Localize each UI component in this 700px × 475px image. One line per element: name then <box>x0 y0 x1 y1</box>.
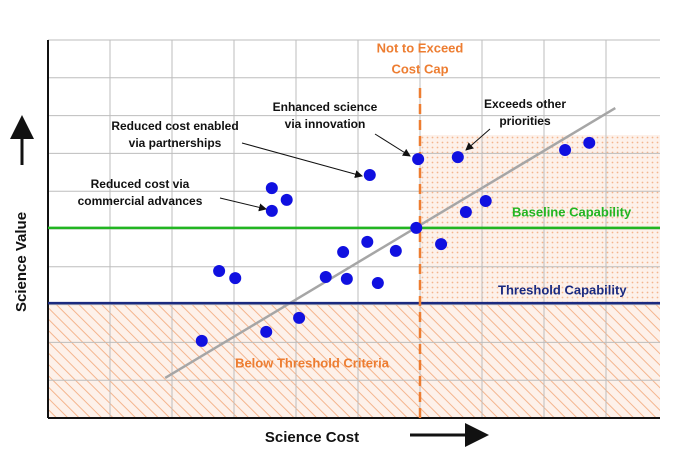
point <box>260 325 273 338</box>
annotation: Exceeds other <box>484 97 566 111</box>
annotation: via innovation <box>285 117 366 131</box>
point <box>559 143 572 156</box>
point <box>213 264 226 277</box>
point <box>389 244 402 257</box>
regions <box>48 135 660 418</box>
annotation: commercial advances <box>78 194 203 208</box>
annotation: Enhanced science <box>273 100 378 114</box>
x-axis-label: Science Cost <box>265 429 359 446</box>
point <box>361 235 374 248</box>
point <box>337 246 350 259</box>
arrow <box>219 197 267 212</box>
annotation: via partnerships <box>129 136 222 150</box>
point <box>435 238 448 251</box>
marks: Baseline Capability Threshold Capability N… <box>48 40 660 418</box>
point <box>293 311 306 324</box>
point <box>265 204 278 217</box>
arrow <box>374 133 411 157</box>
over-cap-region <box>420 135 660 304</box>
annotation: Reduced cost via <box>91 177 190 191</box>
annotation: Reduced cost enabled <box>111 119 238 133</box>
point <box>195 334 208 347</box>
point <box>280 193 293 206</box>
point <box>371 277 384 290</box>
point <box>363 168 376 181</box>
trend-line <box>164 106 616 380</box>
below-threshold-region <box>48 303 660 418</box>
point <box>319 271 332 284</box>
point <box>229 272 242 285</box>
point <box>479 195 492 208</box>
arrow <box>465 128 491 151</box>
cost-cap-label: Cost Cap <box>391 61 448 76</box>
region-label: Below Threshold Criteria <box>235 355 390 370</box>
y-axis-label: Science Value <box>13 212 30 312</box>
annotation: priorities <box>499 114 551 128</box>
point <box>459 205 472 218</box>
point <box>410 221 423 234</box>
point <box>583 136 596 149</box>
point <box>340 272 353 285</box>
point <box>412 153 425 166</box>
reference-label: Threshold Capability <box>498 283 627 298</box>
arrow <box>241 142 363 179</box>
point <box>451 151 464 164</box>
reference-label: Baseline Capability <box>512 204 632 219</box>
cost-cap-label: Not to Exceed <box>377 40 464 55</box>
point <box>265 182 278 195</box>
